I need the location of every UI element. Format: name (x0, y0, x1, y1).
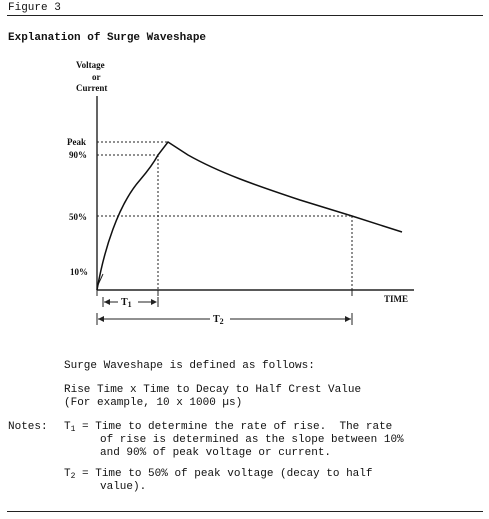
t2-diagram-label: T2 (213, 314, 224, 326)
rise-time-text: Rise Time x Time to Decay to Half Crest … (64, 384, 362, 396)
bottom-rule (7, 511, 483, 512)
y-axis-label-voltage: Voltage (76, 60, 105, 70)
t2-arrowhead-right (345, 316, 351, 322)
y-axis-label-or: or (92, 72, 101, 82)
figure-label: Figure 3 (8, 2, 61, 14)
t1-diagram-label: T1 (121, 297, 132, 309)
surge-waveform-curve (96, 140, 403, 291)
notes-label: Notes: (8, 421, 48, 433)
t2-arrowhead-left (98, 316, 104, 322)
t1-definition-line3: and 90% of peak voltage or current. (100, 447, 332, 459)
t2-definition-line1: T2 = Time to 50% of peak voltage (decay … (64, 468, 373, 481)
t1-definition-line2: of rise is determined as the slope betwe… (100, 434, 404, 446)
example-text: (For example, 10 x 1000 µs) (64, 397, 243, 409)
section-title: Explanation of Surge Waveshape (8, 32, 207, 44)
tick-label-90: 90% (69, 150, 87, 160)
tick-label-10: 10% (70, 267, 88, 277)
t1-definition-line1: T1 = Time to determine the rate of rise.… (64, 421, 393, 434)
x-axis-label-time: TIME (384, 294, 409, 304)
y-axis-label-current: Current (76, 83, 108, 93)
tick-label-peak: Peak (67, 137, 86, 147)
t1-arrowhead-left (104, 299, 110, 305)
defined-as-text: Surge Waveshape is defined as follows: (64, 360, 315, 372)
top-rule (7, 15, 483, 16)
t2-definition-line2: value). (100, 481, 147, 493)
t1-arrowhead-right (151, 299, 157, 305)
tick-label-50: 50% (69, 212, 87, 222)
